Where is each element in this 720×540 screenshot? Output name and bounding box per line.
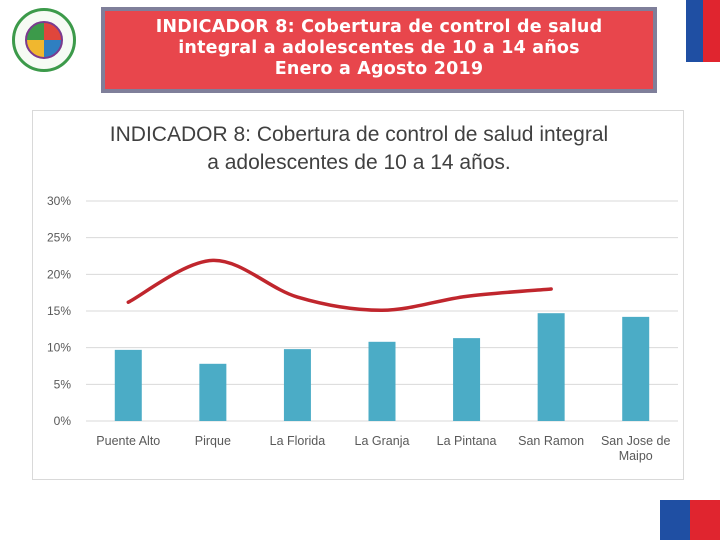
- bar: [199, 363, 227, 421]
- flag-stripe-top: [686, 0, 720, 62]
- chart-plot: 0% 5% 10% 15% 20% 25% 30% Puente Alto Pirque La F…: [47, 194, 678, 463]
- chart-title-line-2: a adolescentes de 10 a 14 años.: [207, 151, 511, 174]
- y-tick-label: 0%: [54, 414, 72, 428]
- logo-emblem-icon: [25, 21, 63, 59]
- flag-stripe-bottom: [660, 500, 720, 540]
- flag-blue-stripe-bottom: [660, 500, 690, 540]
- chart-area: INDICADOR 8: Cobertura de control de sal…: [32, 110, 684, 480]
- x-category-label: Puente Alto: [96, 434, 160, 448]
- flag-red-stripe-bottom: [690, 500, 720, 540]
- chart-title: INDICADOR 8: Cobertura de control de sal…: [33, 121, 685, 177]
- slide-title-line-2: integral a adolescentes de 10 a 14 años: [178, 38, 580, 58]
- x-category-label: La Granja: [355, 434, 410, 448]
- health-service-logo: [12, 8, 76, 72]
- x-category-label: La Florida: [270, 434, 326, 448]
- y-tick-label: 25%: [47, 231, 71, 245]
- y-tick-label: 10%: [47, 341, 71, 355]
- y-tick-label: 30%: [47, 194, 71, 208]
- trend-line: [126, 258, 553, 313]
- x-category-label: La Pintana: [437, 434, 497, 448]
- bar: [368, 341, 396, 421]
- x-category-label: Pirque: [195, 434, 231, 448]
- bar: [114, 349, 142, 421]
- bar: [453, 338, 481, 421]
- slide-title-banner: INDICADOR 8: Cobertura de control de sal…: [101, 7, 657, 93]
- y-tick-label: 20%: [47, 267, 71, 281]
- x-category-label: Maipo: [619, 449, 653, 463]
- flag-blue-stripe: [686, 0, 703, 62]
- x-category-label: San Jose de: [601, 434, 671, 448]
- y-tick-label: 5%: [54, 377, 72, 391]
- bar: [283, 349, 311, 421]
- bar: [537, 313, 565, 421]
- x-category-label: San Ramon: [518, 434, 584, 448]
- bar: [622, 316, 650, 421]
- flag-red-stripe: [703, 0, 720, 62]
- slide-title-line-1: INDICADOR 8: Cobertura de control de sal…: [155, 17, 603, 37]
- chart-title-line-1: INDICADOR 8: Cobertura de control de sal…: [109, 123, 609, 146]
- slide-title-line-3: Enero a Agosto 2019: [274, 59, 484, 79]
- y-tick-label: 15%: [47, 304, 71, 318]
